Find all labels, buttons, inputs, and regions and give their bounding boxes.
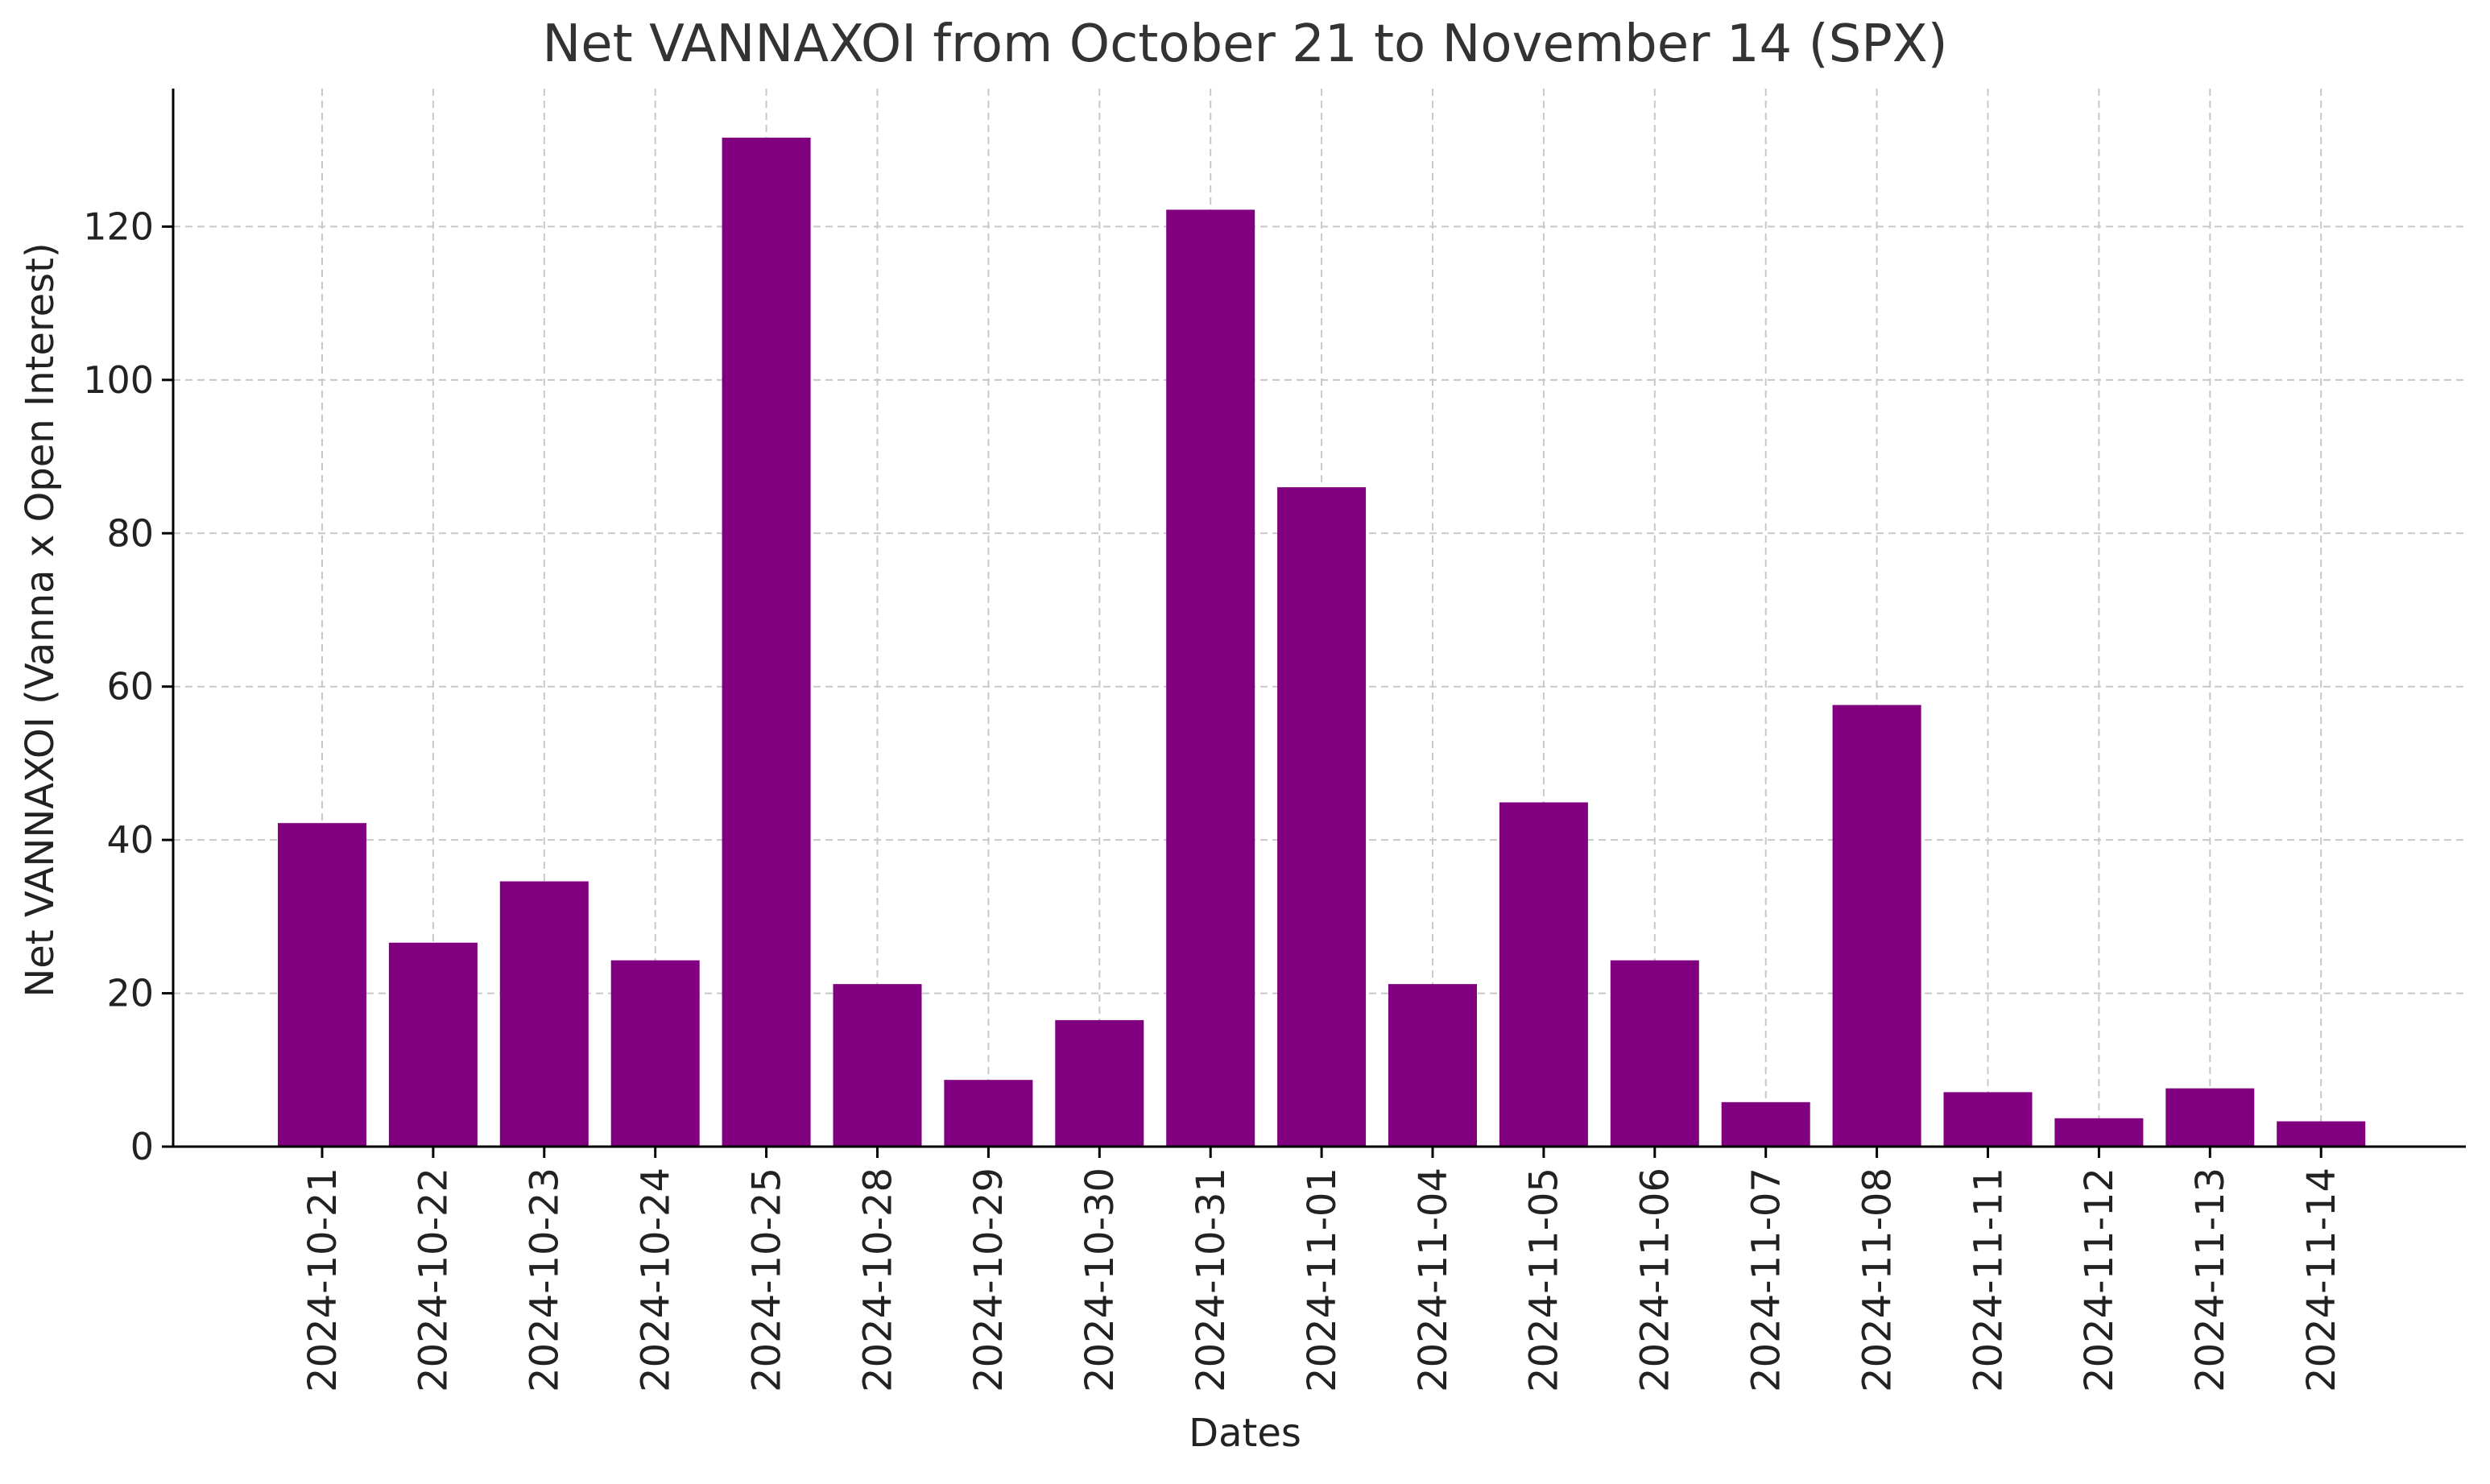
bar-2024-10-21 <box>278 823 366 1147</box>
bar-2024-11-08 <box>1832 705 1921 1147</box>
x-tick-label: 2024-10-22 <box>412 1168 457 1392</box>
bar-2024-11-14 <box>2277 1121 2366 1147</box>
bar-2024-11-01 <box>1277 487 1367 1147</box>
bar-2024-10-25 <box>722 137 811 1147</box>
x-tick-label: 2024-11-11 <box>1966 1168 2011 1392</box>
x-tick-label: 2024-11-01 <box>1300 1168 1345 1392</box>
y-axis-label: Net VANNAXOI (Vanna x Open Interest) <box>18 242 63 998</box>
x-tick-label: 2024-11-14 <box>2299 1168 2344 1392</box>
bar-2024-10-24 <box>610 960 700 1147</box>
x-tick-label: 2024-10-24 <box>634 1168 679 1392</box>
bar-2024-11-13 <box>2165 1088 2255 1147</box>
x-tick-label: 2024-11-12 <box>2077 1168 2122 1392</box>
y-tick-label: 100 <box>83 358 154 402</box>
bar-2024-11-06 <box>1610 960 1699 1147</box>
x-tick-label: 2024-11-04 <box>1411 1168 1456 1392</box>
chart-title: Net VANNAXOI from October 21 to November… <box>542 14 1948 74</box>
x-tick-label: 2024-11-07 <box>1744 1168 1789 1392</box>
y-tick-label: 0 <box>130 1125 154 1168</box>
bar-2024-10-22 <box>388 942 478 1147</box>
bar-2024-11-11 <box>1943 1092 2033 1147</box>
y-tick-label: 120 <box>83 205 154 248</box>
x-tick-label: 2024-10-30 <box>1077 1168 1123 1392</box>
x-axis-label: Dates <box>1189 1411 1301 1456</box>
y-tick-label: 40 <box>106 818 154 862</box>
x-tick-label: 2024-10-21 <box>300 1168 345 1392</box>
bar-2024-10-31 <box>1166 209 1255 1147</box>
x-tick-label: 2024-10-28 <box>855 1168 900 1392</box>
bar-2024-11-07 <box>1721 1102 1810 1147</box>
x-tick-label: 2024-11-05 <box>1522 1168 1567 1392</box>
bar-2024-10-28 <box>833 984 922 1147</box>
y-tick-label: 20 <box>106 972 154 1015</box>
bar-2024-10-30 <box>1055 1019 1144 1147</box>
y-tick-label: 80 <box>106 511 154 555</box>
x-tick-label: 2024-10-29 <box>966 1168 1011 1392</box>
y-tick-label: 60 <box>106 665 154 709</box>
x-tick-label: 2024-11-06 <box>1633 1168 1678 1392</box>
x-tick-label: 2024-11-08 <box>1855 1168 1900 1392</box>
bar-2024-11-12 <box>2054 1118 2144 1147</box>
bar-2024-10-29 <box>944 1080 1033 1147</box>
x-tick-label: 2024-10-31 <box>1189 1168 1234 1392</box>
x-tick-label: 2024-11-13 <box>2188 1168 2233 1392</box>
bar-2024-11-04 <box>1388 984 1477 1147</box>
x-tick-label: 2024-10-25 <box>744 1168 789 1392</box>
x-tick-label: 2024-10-23 <box>523 1168 568 1392</box>
bar-2024-11-05 <box>1499 802 1588 1147</box>
bar-2024-10-23 <box>499 881 589 1147</box>
